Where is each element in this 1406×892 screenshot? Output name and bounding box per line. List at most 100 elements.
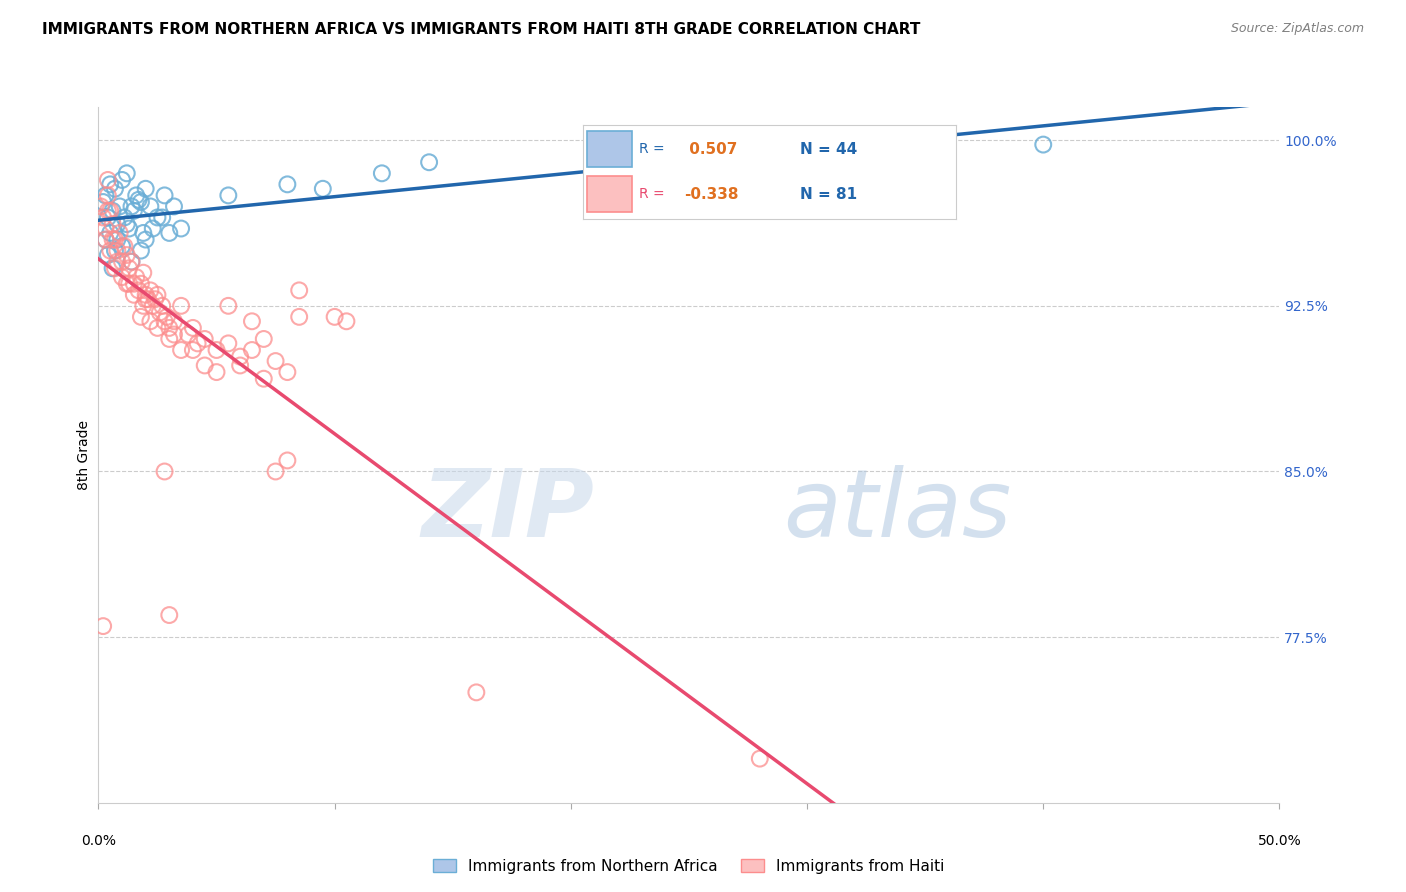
Point [104, 233, 127, 247]
Text: N = 44: N = 44 [800, 142, 856, 157]
Point [240, 314, 263, 328]
Point [194, 332, 217, 346]
Point [122, 287, 145, 301]
Point [177, 327, 200, 342]
Point [111, 254, 134, 268]
Point [157, 608, 180, 623]
Point [118, 277, 141, 291]
Point [276, 453, 298, 467]
Text: R =: R = [640, 142, 665, 156]
Point [139, 314, 162, 328]
Point [129, 277, 152, 291]
Point [205, 365, 228, 379]
Point [465, 685, 488, 699]
Point [94, 221, 117, 235]
Point [170, 221, 193, 235]
Point [129, 194, 152, 209]
Point [142, 299, 165, 313]
Point [163, 199, 186, 213]
Point [323, 310, 346, 324]
Point [264, 465, 287, 479]
Point [104, 261, 127, 276]
Point [121, 254, 143, 268]
Text: R =: R = [640, 187, 665, 202]
Point [217, 188, 239, 202]
Point [98, 226, 121, 240]
Point [181, 321, 204, 335]
Point [132, 226, 155, 240]
Point [125, 188, 148, 202]
Point [118, 261, 141, 276]
Text: -0.338: -0.338 [685, 186, 738, 202]
Point [136, 292, 159, 306]
Text: Source: ZipAtlas.com: Source: ZipAtlas.com [1230, 22, 1364, 36]
Point [111, 270, 134, 285]
Point [121, 199, 143, 213]
Point [97, 248, 120, 262]
Point [253, 332, 276, 346]
Point [142, 221, 165, 235]
Point [94, 233, 117, 247]
Point [150, 299, 173, 313]
Point [122, 203, 145, 218]
Point [111, 239, 134, 253]
Point [105, 217, 128, 231]
Point [101, 261, 124, 276]
Point [115, 277, 138, 291]
Point [118, 221, 141, 235]
Point [157, 226, 180, 240]
Point [135, 287, 157, 301]
Point [105, 244, 128, 258]
Point [240, 343, 263, 357]
Point [108, 199, 131, 213]
Point [91, 194, 114, 209]
Text: ZIP: ZIP [422, 465, 595, 557]
Point [101, 217, 124, 231]
Point [135, 292, 157, 306]
Point [371, 166, 394, 180]
FancyBboxPatch shape [588, 177, 631, 212]
Point [153, 188, 176, 202]
Point [146, 321, 169, 335]
Point [91, 619, 114, 633]
Text: 0.507: 0.507 [685, 142, 738, 157]
Point [91, 211, 114, 225]
Point [748, 751, 770, 765]
Point [112, 239, 135, 253]
Text: 50.0%: 50.0% [1257, 834, 1302, 848]
Point [156, 310, 179, 324]
Point [335, 314, 357, 328]
Point [97, 211, 120, 225]
Point [112, 211, 135, 225]
Point [132, 299, 155, 313]
Point [94, 233, 117, 247]
Point [288, 310, 311, 324]
Point [139, 284, 162, 298]
Text: N = 81: N = 81 [800, 186, 856, 202]
Point [217, 336, 239, 351]
Point [94, 188, 117, 202]
Point [229, 359, 252, 373]
FancyBboxPatch shape [588, 131, 631, 167]
Legend: Immigrants from Northern Africa, Immigrants from Haiti: Immigrants from Northern Africa, Immigra… [427, 853, 950, 880]
Point [129, 244, 152, 258]
Point [125, 270, 148, 285]
Point [143, 292, 166, 306]
Point [163, 327, 186, 342]
Point [276, 178, 298, 192]
Point [97, 173, 120, 187]
Point [153, 314, 176, 328]
Point [121, 254, 143, 268]
Point [97, 188, 120, 202]
Point [135, 233, 157, 247]
Point [264, 354, 287, 368]
Point [149, 305, 172, 319]
Point [132, 266, 155, 280]
Point [253, 372, 276, 386]
Text: atlas: atlas [783, 465, 1012, 556]
Point [194, 359, 217, 373]
Text: IMMIGRANTS FROM NORTHERN AFRICA VS IMMIGRANTS FROM HAITI 8TH GRADE CORRELATION C: IMMIGRANTS FROM NORTHERN AFRICA VS IMMIG… [42, 22, 921, 37]
Point [146, 287, 169, 301]
Point [104, 244, 127, 258]
Point [163, 314, 186, 328]
